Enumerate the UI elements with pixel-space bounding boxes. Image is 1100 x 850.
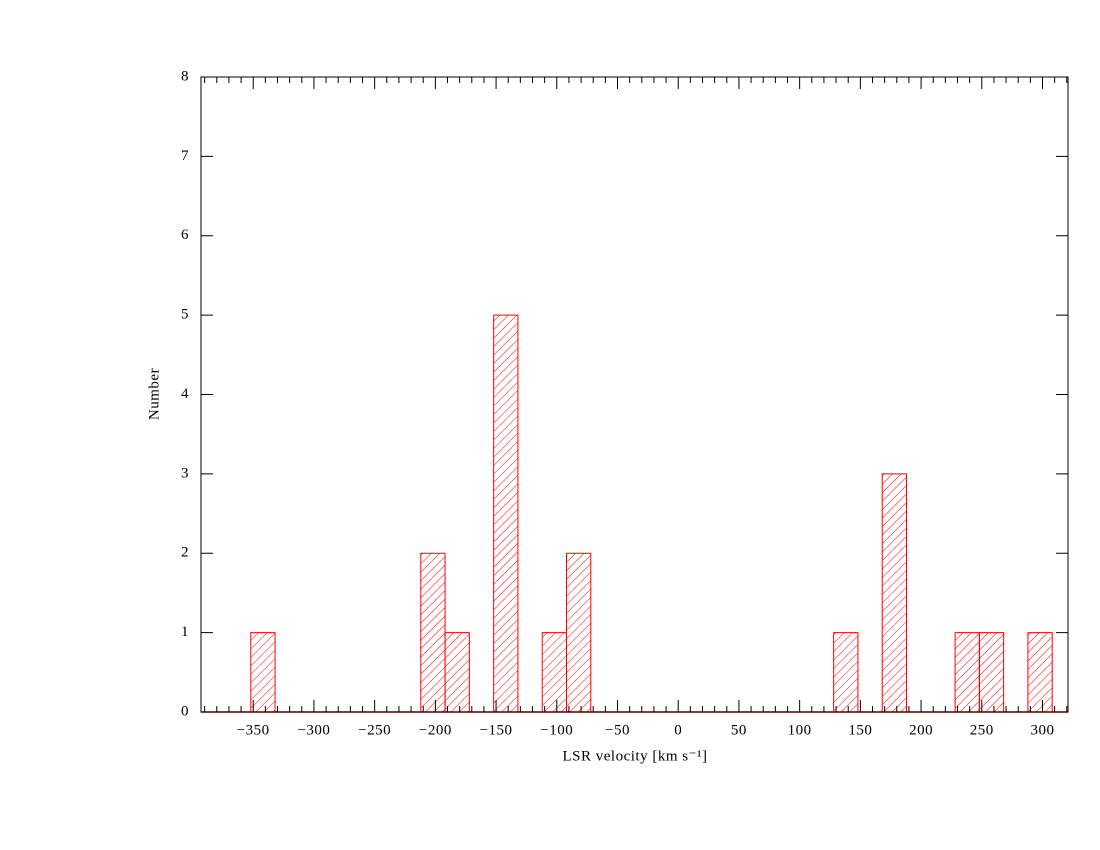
bar bbox=[881, 473, 908, 713]
y-tick-label: 2 bbox=[181, 545, 189, 561]
x-tick-label: −300 bbox=[297, 722, 330, 738]
x-tick-label: 100 bbox=[788, 722, 812, 738]
bar bbox=[444, 632, 470, 713]
x-axis-label: LSR velocity [km s⁻¹] bbox=[563, 748, 708, 764]
x-tick-label: 200 bbox=[909, 722, 933, 738]
bar bbox=[493, 314, 519, 713]
y-tick-label: 5 bbox=[181, 307, 189, 323]
bar bbox=[420, 552, 446, 713]
y-tick-label: 7 bbox=[181, 148, 189, 164]
x-tick-label: −250 bbox=[358, 722, 391, 738]
y-tick-label: 0 bbox=[181, 703, 189, 719]
plot-frame bbox=[200, 76, 1069, 713]
x-tick-label: 300 bbox=[1031, 722, 1055, 738]
x-tick-label: −150 bbox=[480, 722, 513, 738]
y-tick-label: 1 bbox=[181, 624, 189, 640]
y-tick-label: 6 bbox=[181, 227, 189, 243]
x-tick-label: −100 bbox=[540, 722, 573, 738]
x-tick-label: 0 bbox=[674, 722, 682, 738]
y-tick-label: 8 bbox=[181, 68, 189, 84]
bar bbox=[954, 632, 980, 713]
x-tick-label: 250 bbox=[970, 722, 994, 738]
y-axis-label: Number bbox=[146, 368, 162, 420]
bar bbox=[1027, 632, 1053, 713]
x-tick-label: −50 bbox=[605, 722, 630, 738]
x-tick-label: 50 bbox=[731, 722, 747, 738]
x-tick-label: −350 bbox=[237, 722, 270, 738]
y-tick-label: 3 bbox=[181, 465, 189, 481]
bar bbox=[566, 552, 592, 713]
y-tick-label: 4 bbox=[181, 386, 189, 402]
x-tick-label: −200 bbox=[419, 722, 452, 738]
bar bbox=[833, 632, 859, 713]
bar bbox=[250, 632, 276, 713]
x-tick-label: 150 bbox=[848, 722, 872, 738]
bar bbox=[978, 632, 1005, 713]
bar bbox=[541, 632, 568, 713]
plot-area: −350 −300 −250 −200 −150 −100 −50 0 50 100 150 200 2… bbox=[181, 68, 1069, 738]
